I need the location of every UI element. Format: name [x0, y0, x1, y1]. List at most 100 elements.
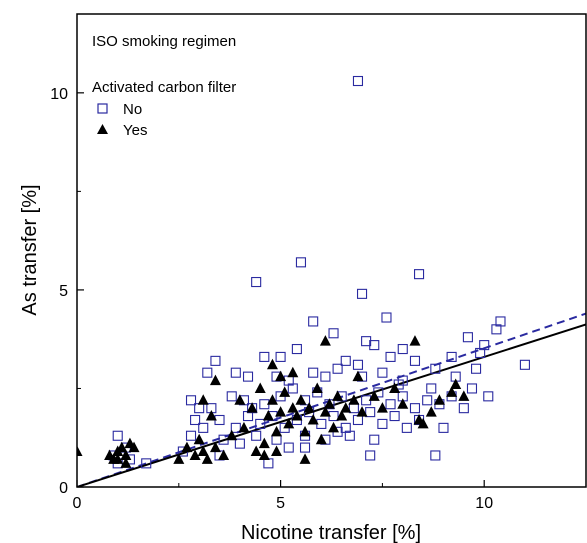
point-no [385, 399, 396, 410]
point-no [377, 418, 388, 429]
point-yes [299, 425, 311, 437]
point-no [466, 383, 478, 394]
point-yes [283, 417, 295, 429]
point-no [198, 422, 209, 433]
x-tick-label: 0 [73, 495, 82, 512]
point-no [332, 363, 343, 374]
point-no [519, 359, 530, 370]
plot-frame [76, 13, 587, 488]
point-yes [389, 382, 401, 393]
point-no [458, 403, 469, 414]
point-yes [323, 398, 335, 409]
point-yes [77, 445, 83, 457]
point-yes [332, 390, 344, 401]
point-yes [238, 421, 250, 433]
point-yes [173, 453, 185, 464]
point-yes [397, 398, 409, 409]
point-yes [266, 394, 278, 405]
point-yes [279, 386, 291, 397]
point-no [283, 442, 294, 453]
x-tick-label: 10 [475, 495, 493, 512]
point-no [271, 434, 282, 445]
point-yes [368, 390, 380, 401]
x-axis-title: Nicotine transfer [%] [241, 522, 421, 543]
point-yes [112, 453, 124, 464]
point-no [112, 430, 123, 441]
y-axis-title: As transfer [%] [19, 184, 41, 315]
point-no [438, 422, 449, 433]
point-yes [356, 406, 368, 417]
point-no [291, 343, 302, 355]
point-yes [409, 335, 421, 346]
point-yes [271, 445, 283, 457]
point-no [430, 363, 441, 374]
point-no [299, 442, 311, 453]
point-no [287, 383, 298, 394]
point-no [369, 340, 380, 351]
point-yes [258, 437, 270, 449]
point-yes [250, 445, 262, 457]
point-no [365, 407, 376, 418]
point-no [356, 288, 368, 299]
point-yes [271, 425, 283, 437]
point-yes [205, 410, 217, 421]
point-no [185, 430, 197, 441]
point-yes [348, 394, 360, 405]
point-no [308, 316, 319, 327]
point-no [308, 367, 319, 378]
point-no [430, 450, 441, 461]
point-yes [201, 453, 213, 464]
point-no [295, 257, 307, 268]
fit-line-no [77, 312, 587, 487]
legend-marker-yes [97, 124, 108, 134]
point-yes [417, 417, 429, 429]
point-yes [433, 394, 445, 405]
point-no [190, 414, 201, 426]
point-no [389, 410, 400, 422]
point-yes [197, 394, 209, 405]
point-no [141, 458, 152, 469]
point-no [230, 422, 241, 433]
point-yes [275, 406, 287, 417]
fit-lines [77, 312, 587, 487]
point-yes [311, 382, 323, 393]
point-yes [254, 382, 266, 393]
point-yes [315, 433, 327, 445]
point-no [340, 355, 351, 366]
point-yes [209, 441, 221, 453]
point-no [422, 395, 433, 406]
point-yes [266, 358, 278, 370]
point-yes [116, 441, 128, 453]
point-yes [319, 406, 331, 417]
point-no [479, 340, 490, 351]
point-yes [262, 410, 274, 421]
point-yes [120, 457, 132, 468]
point-no [462, 332, 473, 343]
point-no [344, 430, 355, 441]
point-no [242, 371, 254, 382]
point-no [255, 418, 266, 429]
legend-label-yes: Yes [123, 122, 147, 139]
point-yes [193, 433, 205, 445]
point-yes [181, 441, 193, 453]
point-yes [319, 335, 331, 346]
point-yes [218, 449, 230, 460]
point-no [320, 371, 331, 382]
point-yes [376, 402, 388, 413]
point-no [234, 438, 245, 449]
point-yes [291, 410, 303, 421]
point-no [352, 75, 364, 87]
point-no [413, 269, 425, 280]
point-yes [226, 429, 238, 441]
point-yes [295, 394, 307, 405]
point-no [210, 355, 221, 366]
point-yes [246, 402, 258, 413]
point-no [230, 367, 241, 378]
point-yes [340, 402, 352, 413]
point-no [251, 276, 262, 288]
point-no [426, 383, 437, 394]
y-tick-label: 0 [59, 480, 68, 497]
point-yes [120, 449, 132, 460]
point-no [483, 391, 494, 402]
point-yes [299, 453, 311, 464]
